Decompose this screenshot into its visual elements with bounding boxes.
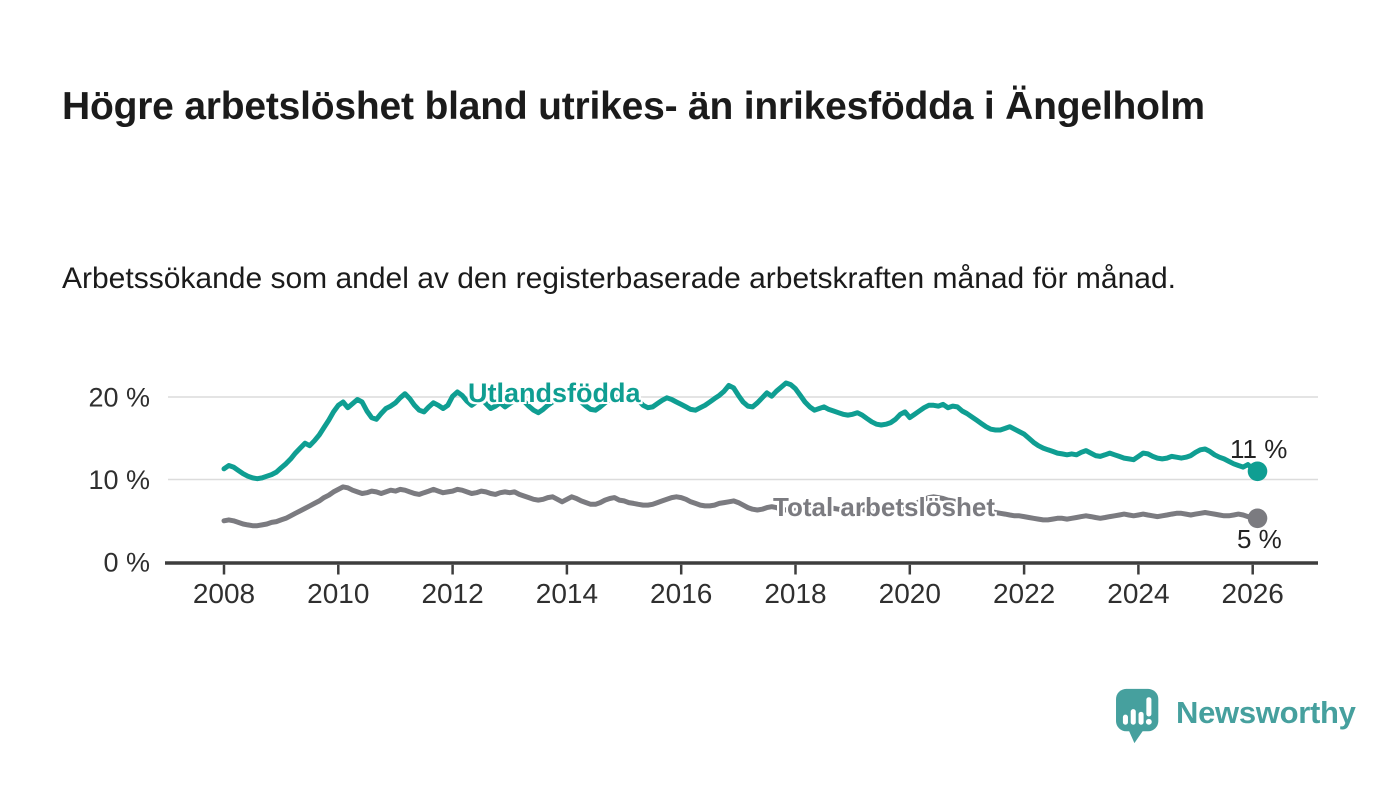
y-tick-label: 20 % (88, 383, 150, 413)
x-tick-label: 2024 (1107, 578, 1169, 609)
newsworthy-brand: Newsworthy (1115, 688, 1356, 745)
x-tick-label: 2010 (307, 578, 369, 609)
newsworthy-logo-icon (1116, 688, 1159, 744)
end-value-label-total: 5 % (1237, 524, 1282, 554)
series-line-utlandsfodda (221, 380, 1260, 482)
series-label-utlandsfodda: Utlandsfödda (468, 378, 641, 408)
series-line-total (221, 484, 1260, 529)
series-label-total-arbetsloshet: Total arbetslöshet (773, 492, 996, 522)
newsworthy-brand-text: Newsworthy (1176, 695, 1356, 730)
x-tick-label: 2026 (1222, 578, 1284, 609)
x-tick-label: 2018 (764, 578, 826, 609)
page-title: Högre arbetslöshet bland utrikes- än inr… (62, 85, 1205, 129)
x-tick-label: 2016 (650, 578, 712, 609)
series-endpoint-utlandsfodda (1247, 461, 1268, 482)
y-tick-label: 0 % (103, 548, 150, 578)
x-tick-label: 2014 (536, 578, 598, 609)
x-tick-label: 2022 (993, 578, 1055, 609)
end-value-label-utlandsfodda: 11 % (1230, 434, 1288, 464)
page-subtitle: Arbetssökande som andel av den registerb… (62, 262, 1176, 295)
series-endpoint-total (1247, 508, 1268, 529)
y-tick-label: 10 % (88, 465, 150, 495)
x-tick-label: 2008 (193, 578, 255, 609)
x-tick-label: 2020 (879, 578, 941, 609)
x-tick-label: 2012 (421, 578, 483, 609)
